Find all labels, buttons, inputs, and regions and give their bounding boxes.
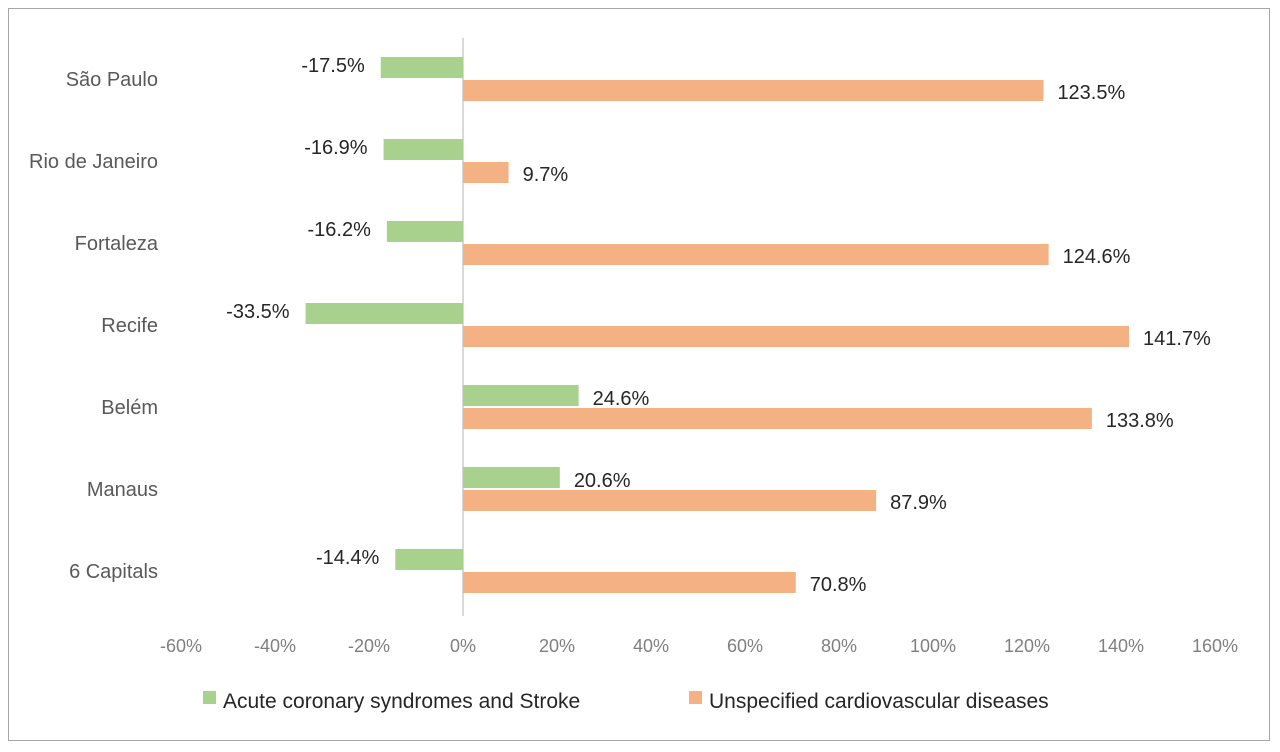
bar-acute-coronary [395,549,463,570]
bar-unspecified-cvd [463,244,1049,265]
bar-unspecified-cvd [463,490,877,511]
legend-swatch-unspecified-cvd [689,691,702,704]
data-label: 9.7% [523,164,569,186]
category-label: Rio de Janeiro [29,151,158,173]
bar-acute-coronary [463,385,579,406]
x-tick-label: 60% [727,636,763,656]
x-tick-label: 120% [1004,636,1050,656]
x-tick-label: -40% [254,636,296,656]
x-tick-label: 40% [633,636,669,656]
x-tick-label: 100% [910,636,956,656]
data-label: 87.9% [890,492,947,514]
data-label: -16.9% [304,137,368,159]
data-label: 20.6% [574,470,631,492]
legend-label-unspecified-cvd: Unspecified cardiovascular diseases [709,690,1049,713]
data-label: 24.6% [593,388,650,410]
bar-unspecified-cvd [463,162,509,183]
category-label: Recife [101,315,158,337]
bar-acute-coronary [386,221,463,242]
data-label: -33.5% [226,301,290,323]
category-label: 6 Capitals [69,561,158,583]
bar-acute-coronary [380,57,463,78]
x-tick-label: 20% [539,636,575,656]
x-tick-label: 0% [450,636,476,656]
category-label: São Paulo [66,69,158,91]
bar-acute-coronary [463,467,560,488]
data-label: -16.2% [307,219,371,241]
category-label: Fortaleza [75,233,159,255]
data-label: 123.5% [1057,82,1125,104]
legend-swatch-acute-coronary [203,691,216,704]
bar-unspecified-cvd [463,326,1129,347]
bar-unspecified-cvd [463,572,796,593]
chart-frame [8,8,1270,741]
data-label: 124.6% [1063,246,1131,268]
bar-acute-coronary [305,303,463,324]
data-label: -17.5% [301,55,365,77]
legend-label-acute-coronary: Acute coronary syndromes and Stroke [223,690,580,713]
x-tick-label: -20% [348,636,390,656]
x-tick-label: -60% [160,636,202,656]
bar-unspecified-cvd [463,80,1044,101]
x-tick-label: 140% [1098,636,1144,656]
bar-unspecified-cvd [463,408,1092,429]
category-label: Manaus [87,479,158,501]
category-label: Belém [101,397,158,419]
data-label: 141.7% [1143,328,1211,350]
x-tick-label: 160% [1192,636,1238,656]
data-label: 133.8% [1106,410,1174,432]
data-label: -14.4% [316,547,380,569]
bar-acute-coronary [383,139,463,160]
data-label: 70.8% [810,574,867,596]
x-tick-label: 80% [821,636,857,656]
